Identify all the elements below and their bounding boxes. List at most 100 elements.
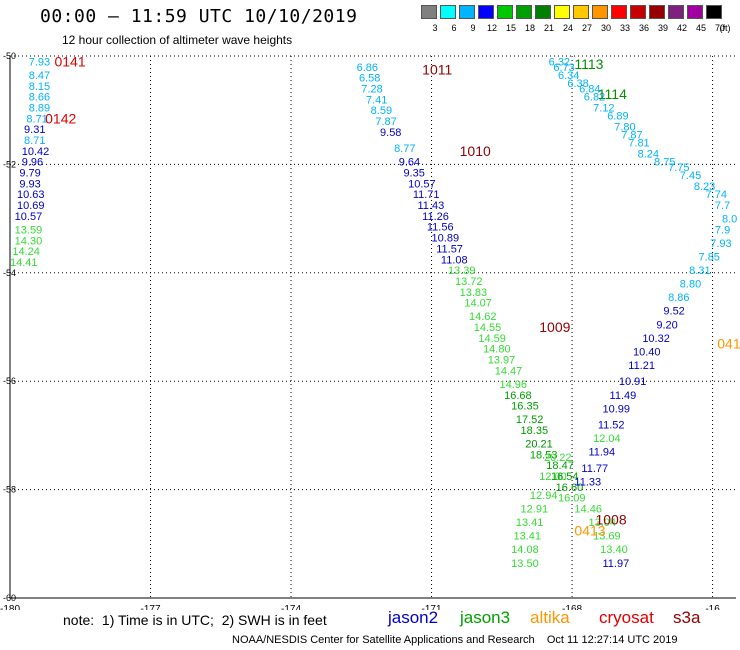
pass-time-label: 0412	[717, 335, 740, 351]
wave-height-value: 13.97	[488, 355, 516, 367]
wave-height-value: 13.72	[455, 276, 483, 288]
wave-height-value: 8.66	[29, 92, 50, 104]
wave-height-value: 14.55	[474, 322, 502, 334]
wave-height-value: 6.34	[558, 70, 579, 82]
wave-height-value: 7.85	[699, 252, 720, 264]
wave-height-value: 18.47	[546, 460, 574, 472]
wave-height-value: 20.21	[525, 439, 553, 451]
pass-time-label: 1009	[539, 319, 570, 335]
wave-height-value: 6.82	[584, 92, 605, 104]
wave-height-value: 8.80	[680, 279, 701, 291]
wave-height-value: 13.39	[448, 265, 476, 277]
wave-height-value: 11.97	[603, 558, 630, 570]
wave-height-value: 14.80	[483, 344, 511, 356]
wave-height-value: 18.35	[521, 425, 549, 437]
wave-height-value: 14.59	[478, 333, 506, 345]
wave-height-value: 10.63	[17, 189, 45, 201]
wave-height-value: 14.07	[464, 298, 492, 310]
wave-height-value: 11.21	[628, 360, 655, 372]
legend-label: 36	[638, 23, 649, 33]
legend-swatch	[535, 5, 551, 19]
pass-time-label: 1010	[460, 143, 491, 159]
wave-height-value: 9.52	[663, 306, 684, 318]
wave-height-value: 14.47	[495, 365, 523, 377]
legend-label: 18	[524, 23, 535, 33]
pass-time-label: 1113	[574, 56, 603, 72]
wave-height-value: 11.08	[441, 254, 468, 266]
wave-height-value: 11.52	[598, 420, 625, 432]
legend-swatch	[706, 5, 722, 19]
sat-jason2: jason2	[388, 608, 439, 627]
wave-height-value: 8.47	[29, 70, 50, 82]
legend-swatch	[497, 5, 513, 19]
legend-label: 39	[657, 23, 668, 33]
wave-height-value: 6.89	[607, 111, 628, 123]
y-tick-label: -54	[3, 268, 16, 278]
legend-label: 21	[543, 23, 554, 33]
wave-height-value: 6.38	[567, 78, 588, 90]
legend-label: 45	[695, 23, 706, 33]
wave-height-value: 8.71	[24, 135, 45, 147]
wave-height-value: 7.87	[375, 116, 396, 128]
pass-time-label: 1008	[595, 511, 626, 527]
wave-height-value: 6.84	[579, 84, 600, 96]
wave-height-value: 7.75	[668, 162, 689, 174]
wave-height-value: 8.75	[654, 157, 675, 169]
wave-height-value: 10.99	[603, 403, 631, 415]
pass-time-label: 0413	[574, 522, 605, 538]
wave-height-plot: -180 -177 -174 -171 -168 -16 -50 -52 -54 -56 -58 -6…	[0, 51, 740, 610]
wave-height-value: 6.58	[359, 73, 380, 85]
wave-height-value: 9.96	[22, 157, 43, 169]
legend-label: 33	[619, 23, 630, 33]
wave-height-value: 9.31	[24, 124, 45, 136]
wave-height-value: 12.94	[530, 490, 558, 502]
x-tick-label: -168	[562, 604, 582, 610]
wave-height-value: 9.64	[399, 157, 420, 169]
pass-time-label: 1114	[598, 86, 627, 102]
wave-height-value: 7.28	[361, 84, 382, 96]
legend-swatch	[573, 5, 589, 19]
pass-time-label: 1011	[422, 62, 452, 78]
wave-height-value: 14.30	[15, 235, 43, 247]
wave-height-value: 8.86	[668, 292, 689, 304]
footer-credit: NOAA/NESDIS Center for Satellite Applica…	[232, 634, 678, 646]
legend-label: 9	[470, 23, 476, 33]
x-tick-label: -171	[422, 604, 442, 610]
wave-height-value: 13.83	[460, 287, 488, 299]
wave-height-value: 6.86	[357, 62, 378, 74]
wave-height-value: 11.33	[574, 476, 601, 488]
wave-height-value: 8.31	[689, 265, 710, 277]
sat-jason3: jason3	[460, 608, 511, 627]
wave-height-value: 11.94	[588, 447, 615, 459]
wave-height-value: 14.41	[10, 257, 38, 269]
wave-height-value: 9.93	[19, 178, 40, 190]
legend-swatch	[630, 5, 646, 19]
y-tick-label: -50	[3, 51, 16, 61]
legend-label: 42	[676, 23, 687, 33]
legend-swatch	[421, 5, 437, 19]
wave-height-value: 16.68	[504, 390, 532, 402]
y-tick-label: -58	[3, 485, 16, 495]
wave-height-value: 13.69	[593, 531, 621, 543]
footer-note: note: 1) Time is in UTC; 2) SWH is in fe…	[63, 612, 327, 628]
wave-height-value: 7.81	[628, 138, 649, 150]
x-tick-label: -177	[141, 604, 161, 610]
wave-height-value: 11.77	[581, 463, 608, 475]
wave-height-value: 10.40	[633, 346, 661, 358]
wave-height-value: 14.24	[12, 246, 40, 258]
wave-height-value: 9.79	[19, 168, 40, 180]
wave-height-value: 6.73	[553, 62, 574, 74]
wave-height-value: 11.56	[427, 222, 454, 234]
legend-swatch	[516, 5, 532, 19]
legend-label: 15	[505, 23, 516, 33]
wave-height-value: 11.71	[413, 189, 440, 201]
wave-height-value: 8.89	[29, 102, 50, 114]
wave-height-value: 20.22	[544, 452, 572, 464]
wave-height-value: 9.35	[403, 168, 424, 180]
x-tick-label: -174	[281, 604, 301, 610]
legend-label: 70	[714, 23, 725, 33]
wave-height-value: 14.96	[499, 379, 527, 391]
wave-height-value: 7.93	[710, 238, 731, 250]
legend-swatch	[478, 5, 494, 19]
wave-height-value: 7.45	[680, 170, 701, 182]
